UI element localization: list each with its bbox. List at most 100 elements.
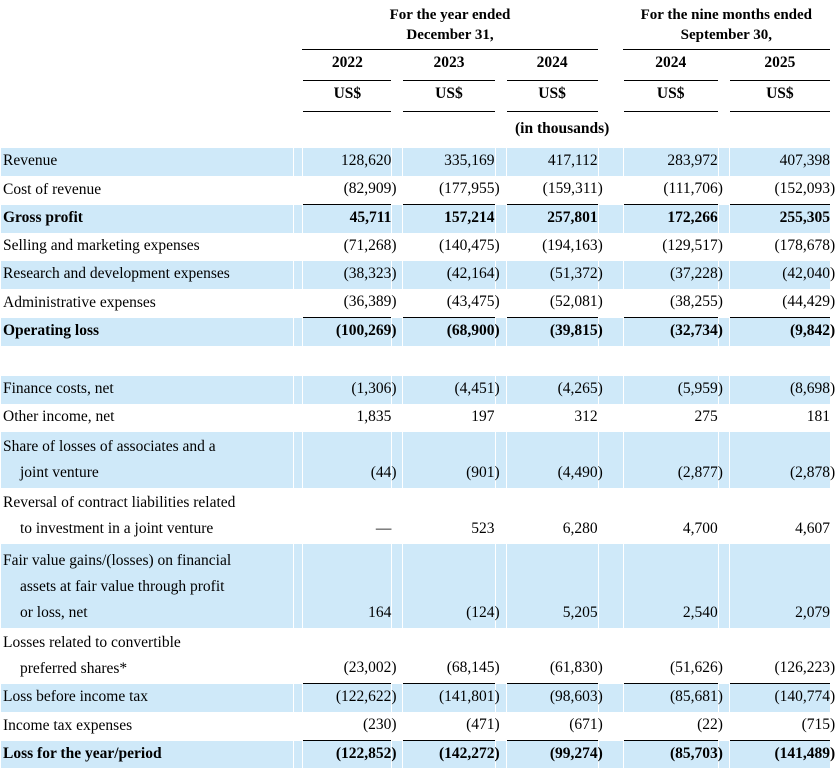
currency-label: US$: [623, 81, 718, 112]
col-gap: [294, 404, 302, 432]
col-gap: [392, 50, 402, 81]
col-header-2022: 2022: [303, 50, 392, 81]
value-cell: 275: [694, 408, 718, 425]
col-header-2024: 2024: [506, 50, 598, 81]
value-cell: (71,268): [343, 237, 397, 254]
value-cell: (36,389): [303, 289, 397, 318]
value-cell: (122,852): [303, 741, 397, 768]
header-spacer: [1, 81, 293, 112]
col-gap: [718, 261, 729, 289]
table-row: Loss for the year/period (122,852)(142,27…: [1, 741, 835, 768]
value-cell: (82,909): [303, 176, 397, 205]
col-gap: [718, 544, 729, 628]
value-cell: (4,451): [403, 376, 500, 404]
year-ended-group-cell: For the year ended December 31,: [294, 0, 598, 50]
value-cell: (32,734): [623, 318, 723, 346]
col-gap: [294, 346, 302, 376]
col-gap: [719, 404, 729, 432]
value-cell: 45,711: [303, 205, 392, 233]
table-row: Losses related to convertible preferred …: [1, 628, 835, 684]
value-cell: (9,842): [729, 318, 835, 346]
col-gap: [495, 318, 506, 346]
value-cell: (671): [506, 712, 603, 741]
header-spacer: [1, 50, 293, 81]
value-cell: (4,490): [506, 432, 603, 488]
col-gap: [294, 432, 303, 488]
col-gap: [392, 81, 402, 112]
col-gap: [495, 376, 506, 404]
value-cell: 255,305: [729, 205, 830, 233]
table-row: Research and development expenses (38,323…: [1, 261, 835, 289]
col-gap: [294, 376, 303, 404]
col-gap: [392, 376, 403, 404]
value-cell: 2,079: [729, 544, 830, 628]
col-gap: [598, 261, 623, 289]
col-gap: [598, 318, 623, 346]
row-label: Share of losses of associates and a join…: [1, 432, 294, 488]
value-cell: 4,700: [682, 520, 718, 537]
col-gap: [392, 544, 403, 628]
col-gap: [718, 318, 729, 346]
col-gap: [294, 205, 303, 233]
col-gap: [294, 81, 302, 112]
col-gap: [495, 684, 506, 712]
row-label: Operating loss: [1, 318, 294, 346]
col-gap: [495, 544, 506, 628]
col-gap: [495, 741, 506, 768]
table-row: Revenue 128,620 335,169 417,112 283,972 407,3…: [1, 148, 830, 176]
value-cell: (44): [303, 432, 397, 488]
value-cell: (42,040): [729, 261, 835, 289]
col-gap: [719, 346, 729, 376]
col-gap: [392, 318, 403, 346]
currency-label: US$: [729, 81, 830, 112]
col-gap: [392, 261, 403, 289]
value-cell: 181: [806, 408, 830, 425]
col-gap: [294, 712, 302, 741]
value-cell: (8,698): [729, 376, 835, 404]
value-cell: (22): [623, 712, 723, 741]
col-gap: [719, 488, 729, 544]
row-label: [1, 346, 293, 376]
value-cell: (85,703): [623, 741, 723, 768]
value-cell: 157,214: [403, 205, 495, 233]
col-gap: [392, 404, 402, 432]
value-cell: 172,266: [623, 205, 718, 233]
header-spacer: [1, 112, 293, 148]
nine-months-header: For the nine months ended September 30,: [622, 5, 830, 50]
value-cell: (23,002): [303, 628, 397, 684]
col-gap: [392, 488, 402, 544]
col-gap: [294, 289, 302, 318]
col-gap: [598, 432, 623, 488]
row-label: Research and development expenses: [1, 261, 294, 289]
table-row: Gross profit 45,711 157,214 257,801 172,266 2…: [1, 205, 830, 233]
row-label: Selling and marketing expenses: [3, 237, 200, 254]
row-label: Losses related to convertible preferred …: [3, 634, 181, 677]
col-gap: [294, 261, 303, 289]
col-gap: [294, 741, 303, 768]
scale-note-row: (in thousands): [1, 112, 830, 148]
value-cell: (177,955): [403, 176, 500, 205]
col-header-2023: 2023: [403, 50, 495, 81]
col-gap: [495, 205, 506, 233]
currency-label: US$: [303, 81, 392, 112]
value-cell: 283,972: [623, 148, 718, 176]
value-cell: [507, 346, 598, 376]
value-cell: 335,169: [403, 148, 495, 176]
value-cell: 5,205: [506, 544, 598, 628]
col-gap: [496, 81, 506, 112]
table-row: Fair value gains/(losses) on financial a…: [1, 544, 830, 628]
value-cell: (1,306): [303, 376, 397, 404]
value-cell: 6,280: [562, 520, 598, 537]
value-cell: (178,678): [774, 237, 835, 254]
value-cell: (42,164): [403, 261, 500, 289]
period-group-row: For the year ended December 31, For the …: [1, 0, 830, 50]
table-row: Selling and marketing expenses (71,268) (1…: [1, 233, 835, 261]
value-cell: (68,145): [403, 628, 500, 684]
value-cell: 523: [471, 520, 495, 537]
value-cell: (126,223): [729, 628, 835, 684]
value-cell: (124): [403, 544, 500, 628]
scale-note: (in thousands): [514, 120, 610, 137]
value-cell: (5,959): [623, 376, 723, 404]
col-gap: [294, 684, 303, 712]
currency-label: US$: [506, 81, 598, 112]
